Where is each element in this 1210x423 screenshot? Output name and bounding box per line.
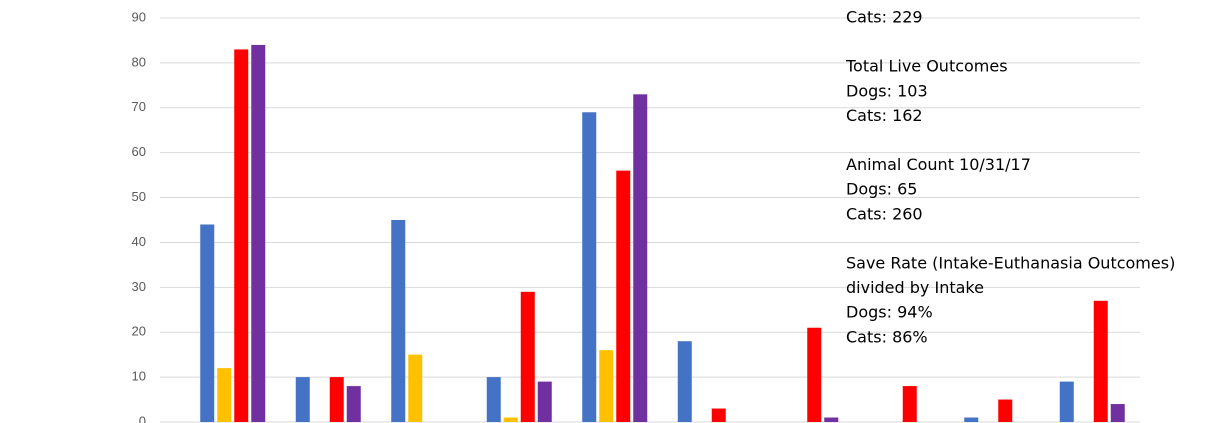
annotation-line: Save Rate (Intake-Euthanasia Outcomes) [846,254,1175,273]
annotation-line: Dogs: 65 [846,180,917,199]
bar [902,386,917,422]
bar [616,170,631,422]
bar [807,327,822,422]
y-tick-label: 30 [132,279,146,294]
bar [633,94,648,423]
bar [711,408,726,422]
y-tick-label: 60 [132,144,146,159]
y-tick-label: 10 [132,369,146,384]
annotation-line: Cats: 260 [846,204,923,223]
bar [329,377,344,422]
bar [582,112,597,423]
annotation-line: divided by Intake [846,278,984,297]
annotation-line: Cats: 229 [846,8,923,27]
bar [824,417,839,422]
bar [346,386,361,422]
y-tick-label: 20 [132,324,146,339]
bar [1110,404,1125,422]
bar [964,417,979,422]
bar [217,368,232,422]
y-tick-label: 50 [132,189,146,204]
y-tick-label: 90 [132,9,146,24]
bar [200,224,215,422]
annotation-line: Animal Count 10/31/17 [846,155,1031,174]
annotation-line: Dogs: 103 [846,81,928,100]
annotation-line: Dogs: 94% [846,303,933,322]
bar [295,377,310,422]
y-tick-label: 80 [132,54,146,69]
bar [1093,300,1108,422]
y-tick-label: 40 [132,234,146,249]
bar [677,341,692,422]
annotation-line: Cats: 162 [846,106,923,125]
annotation-line: Total Live Outcomes [845,57,1008,76]
bar [391,220,406,422]
bar [234,49,249,423]
bar [1059,381,1074,422]
bar [251,44,266,422]
bar [520,291,535,422]
bar [486,377,501,422]
bar [408,354,423,422]
annotation-line: Cats: 86% [846,327,928,346]
y-tick-label: 0 [139,413,146,423]
bar [998,399,1013,422]
y-tick-label: 70 [132,99,146,114]
bar [599,350,614,422]
bar [537,381,552,422]
bar [503,417,518,422]
